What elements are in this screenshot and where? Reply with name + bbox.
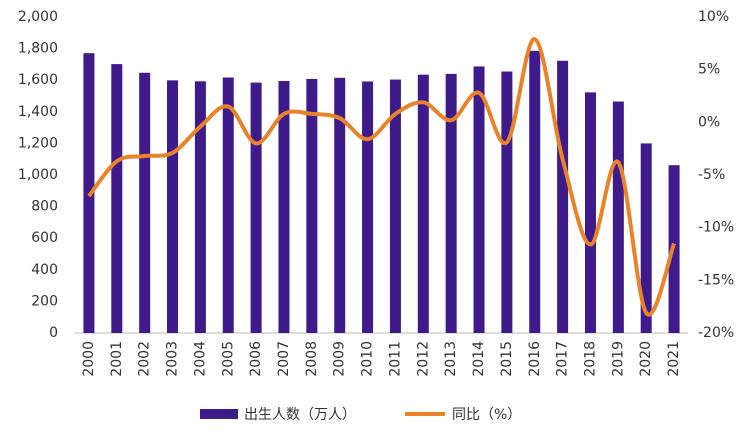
- bar: [501, 71, 513, 333]
- bar: [222, 77, 234, 333]
- x-tick-label: 2007: [276, 341, 292, 377]
- bar: [389, 79, 401, 334]
- bar: [111, 64, 123, 334]
- x-tick-label: 2010: [360, 341, 376, 377]
- bar: [306, 78, 318, 333]
- line: [87, 37, 676, 317]
- y-tick-label: 400: [31, 262, 58, 278]
- y-tick-label: 800: [31, 199, 58, 215]
- x-tick-label: 2001: [109, 341, 125, 377]
- bar: [640, 143, 652, 333]
- y2-tick-label: 0%: [698, 114, 720, 130]
- y2-tick-label: -15%: [698, 272, 734, 288]
- legend-label: 同比（%）: [452, 407, 521, 423]
- bar: [250, 82, 262, 333]
- bar: [167, 80, 179, 333]
- x-tick-label: 2015: [499, 341, 515, 377]
- y-tick-label: 1,000: [18, 167, 58, 183]
- bar: [612, 101, 624, 333]
- y-tick-label: 1,800: [18, 41, 58, 57]
- x-tick-label: 2013: [443, 341, 459, 377]
- x-tick-label: 2003: [165, 341, 181, 377]
- x-tick-label: 2009: [332, 341, 348, 377]
- y2-tick-label: 5%: [698, 62, 720, 78]
- bar: [278, 80, 290, 334]
- bar: [334, 77, 346, 333]
- bar: [139, 72, 151, 334]
- y-tick-label: 1,200: [18, 135, 58, 151]
- y-tick-label: 2,000: [18, 9, 58, 25]
- x-tick-label: 2014: [471, 341, 487, 377]
- x-tick-label: 2016: [527, 341, 543, 377]
- bar: [417, 74, 429, 334]
- bar: [362, 81, 374, 334]
- x-tick-label: 2002: [137, 341, 153, 377]
- y-tick-label: 0: [49, 325, 58, 341]
- legend-swatch: [200, 409, 238, 419]
- bar: [584, 92, 596, 333]
- x-tick-label: 2018: [582, 341, 598, 377]
- x-tick-label: 2020: [638, 341, 654, 377]
- x-tick-label: 2000: [81, 341, 97, 377]
- x-tick-label: 2008: [304, 341, 320, 377]
- x-tick-label: 2017: [555, 341, 571, 377]
- y2-tick-label: -10%: [698, 220, 734, 236]
- y2-tick-label: -5%: [698, 167, 725, 183]
- x-tick-label: 2012: [415, 341, 431, 377]
- x-tick-label: 2011: [387, 341, 403, 377]
- x-tick-label: 2005: [220, 341, 236, 377]
- y-tick-label: 200: [31, 293, 58, 309]
- legend-label: 出生人数（万人）: [244, 407, 356, 423]
- y-tick-label: 1,600: [18, 72, 58, 88]
- x-tick-label: 2019: [610, 341, 626, 377]
- bar: [557, 60, 569, 334]
- bar: [445, 73, 457, 333]
- x-tick-label: 2006: [248, 341, 264, 377]
- y-tick-label: 1,400: [18, 104, 58, 120]
- bar: [473, 66, 485, 333]
- x-tick-label: 2004: [192, 341, 208, 377]
- y2-tick-label: -20%: [698, 325, 734, 341]
- y2-tick-label: 10%: [698, 9, 729, 25]
- x-tick-label: 2021: [666, 341, 682, 377]
- bar: [194, 81, 206, 333]
- bar: [529, 50, 541, 333]
- y-tick-label: 600: [31, 230, 58, 246]
